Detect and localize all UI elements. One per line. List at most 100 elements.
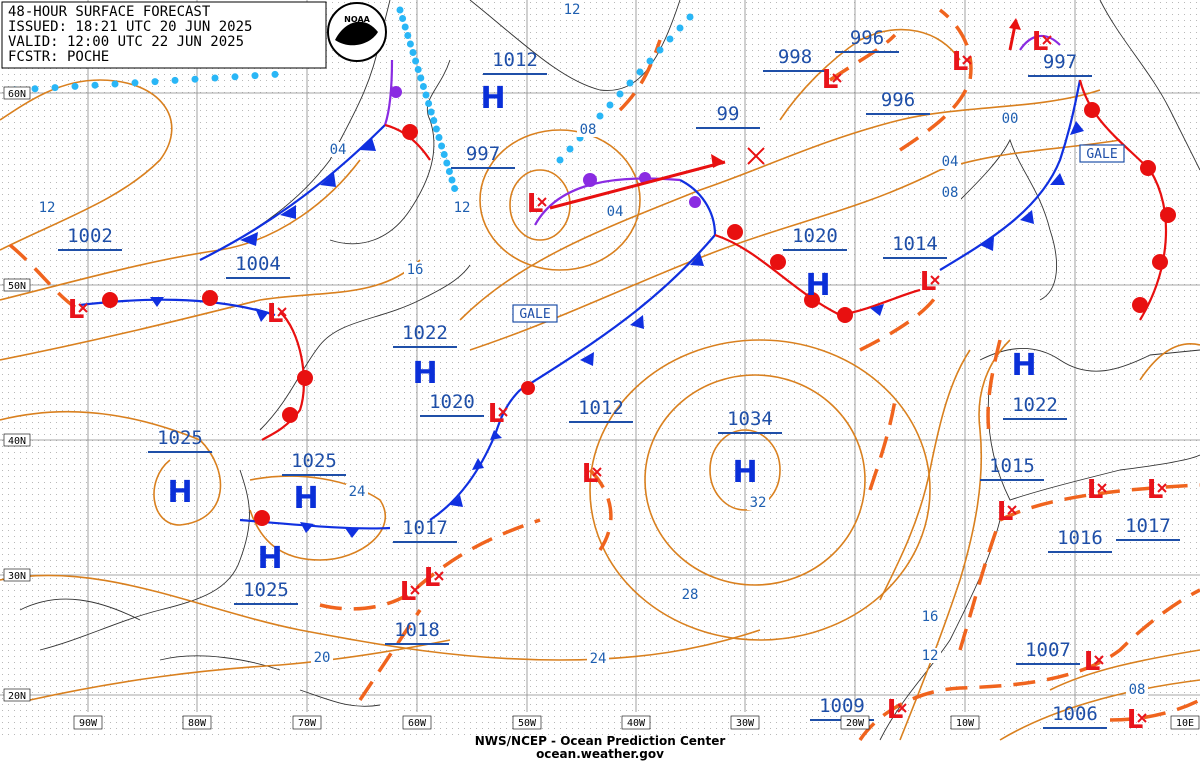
isobar-label: 12 — [564, 2, 581, 18]
ice-dot — [51, 84, 59, 92]
low-center: L — [920, 267, 937, 297]
ice-dot — [656, 46, 664, 54]
ice-dot — [438, 142, 446, 150]
low-x — [1097, 483, 1107, 493]
low-x — [537, 197, 547, 207]
ice-dot — [432, 125, 440, 133]
ice-dot — [596, 112, 604, 120]
lon-label-bg — [840, 715, 870, 730]
ice-dot — [566, 145, 574, 153]
isobar-label-bg — [604, 204, 626, 219]
ice-dot — [111, 80, 119, 88]
isobar-label-bg — [747, 495, 769, 510]
pressure-label: 996 — [881, 89, 915, 111]
high-center: H — [257, 541, 282, 576]
ice-dot — [231, 73, 239, 81]
ice-dot — [443, 159, 451, 167]
lon-label: 10E — [1176, 718, 1194, 729]
lon-label-bg — [292, 715, 322, 730]
logo-text: NOAA — [344, 15, 370, 24]
high-center: H — [167, 475, 192, 510]
lat-label: 20N — [8, 691, 26, 702]
low-x — [434, 571, 444, 581]
lon-label-bg — [730, 715, 760, 730]
low-center: L — [68, 295, 85, 325]
pressure-label: 1012 — [492, 49, 538, 71]
lon-label: 10W — [956, 718, 975, 729]
ice-dot — [71, 82, 79, 90]
ice-dot — [251, 72, 259, 80]
lon-label-bg — [182, 715, 212, 730]
ice-dot — [451, 185, 459, 192]
ice-dot — [414, 66, 422, 73]
ice-dot — [616, 90, 624, 98]
lat-label-bg — [3, 278, 31, 292]
header-forecaster: FCSTR: POCHE — [8, 49, 109, 65]
lon-label: 90W — [79, 718, 98, 729]
isobar-label: 28 — [682, 587, 699, 603]
ice-dot — [31, 85, 39, 93]
header-box — [1, 1, 327, 69]
isobar-label: 08 — [942, 185, 959, 201]
low-x — [1157, 483, 1167, 493]
low-center: L — [1127, 705, 1144, 735]
isobar-label-bg — [919, 648, 941, 663]
isobar-label: 04 — [942, 154, 959, 170]
lon-label-bg — [950, 715, 980, 730]
high-center: H — [732, 455, 757, 490]
high-center: H — [805, 268, 830, 303]
ice-dot — [430, 117, 438, 124]
ice-dot — [676, 24, 684, 32]
warning-label: GALE — [1086, 147, 1117, 162]
ice-dot — [606, 101, 614, 109]
pressure-label: 99 — [717, 103, 740, 125]
lon-label-bg — [621, 715, 651, 730]
pressure-label: 1014 — [892, 233, 938, 255]
ice-dot — [396, 6, 404, 14]
low-x — [1137, 713, 1147, 723]
high-center: H — [293, 481, 318, 516]
ice-dot — [427, 108, 435, 116]
pressure-label: 997 — [1043, 51, 1077, 73]
lat-label: 40N — [8, 436, 26, 447]
isobar-label: 08 — [580, 122, 597, 138]
ice-dot — [191, 75, 199, 83]
pressure-label: 1017 — [1125, 515, 1171, 537]
ice-dot — [409, 49, 417, 56]
low-x — [1042, 35, 1052, 45]
isobar-label: 12 — [39, 200, 56, 216]
isobar-label: 04 — [607, 204, 624, 220]
isobar-label-bg — [346, 484, 368, 499]
ice-dot — [171, 76, 179, 84]
isobar-label-bg — [939, 185, 961, 200]
ice-dot — [419, 83, 427, 90]
pressure-label: 1022 — [402, 322, 448, 344]
isobar-label: 00 — [1002, 111, 1019, 127]
lon-label-bg — [73, 715, 103, 730]
isobar-label-bg — [1126, 682, 1148, 697]
isobar-label-bg — [311, 650, 333, 665]
pressure-label: 1025 — [243, 579, 289, 601]
isobar-label-bg — [327, 142, 349, 157]
isobar-label: 04 — [330, 142, 347, 158]
isobar-label: 32 — [750, 495, 767, 511]
isobar-label: 08 — [1129, 682, 1146, 698]
warning-label: GALE — [519, 307, 550, 322]
header-valid: VALID: 12:00 UTC 22 JUN 2025 — [8, 34, 244, 50]
footer-source: NWS/NCEP - Ocean Prediction Center — [475, 734, 726, 748]
pressure-label: 1018 — [394, 619, 440, 641]
ice-dot — [91, 81, 99, 89]
ice-dot — [401, 23, 409, 31]
ice-dot — [440, 151, 448, 158]
low-x — [832, 73, 842, 83]
ice-dot — [399, 15, 407, 22]
pressure-label: 1025 — [157, 427, 203, 449]
pressure-label: 1012 — [578, 397, 624, 419]
isobar-label-bg — [451, 200, 473, 215]
lon-label: 50W — [518, 718, 537, 729]
isobar-label-bg — [561, 2, 583, 17]
low-center: L — [488, 399, 505, 429]
lon-label-bg — [402, 715, 432, 730]
isobar-label-bg — [919, 609, 941, 624]
